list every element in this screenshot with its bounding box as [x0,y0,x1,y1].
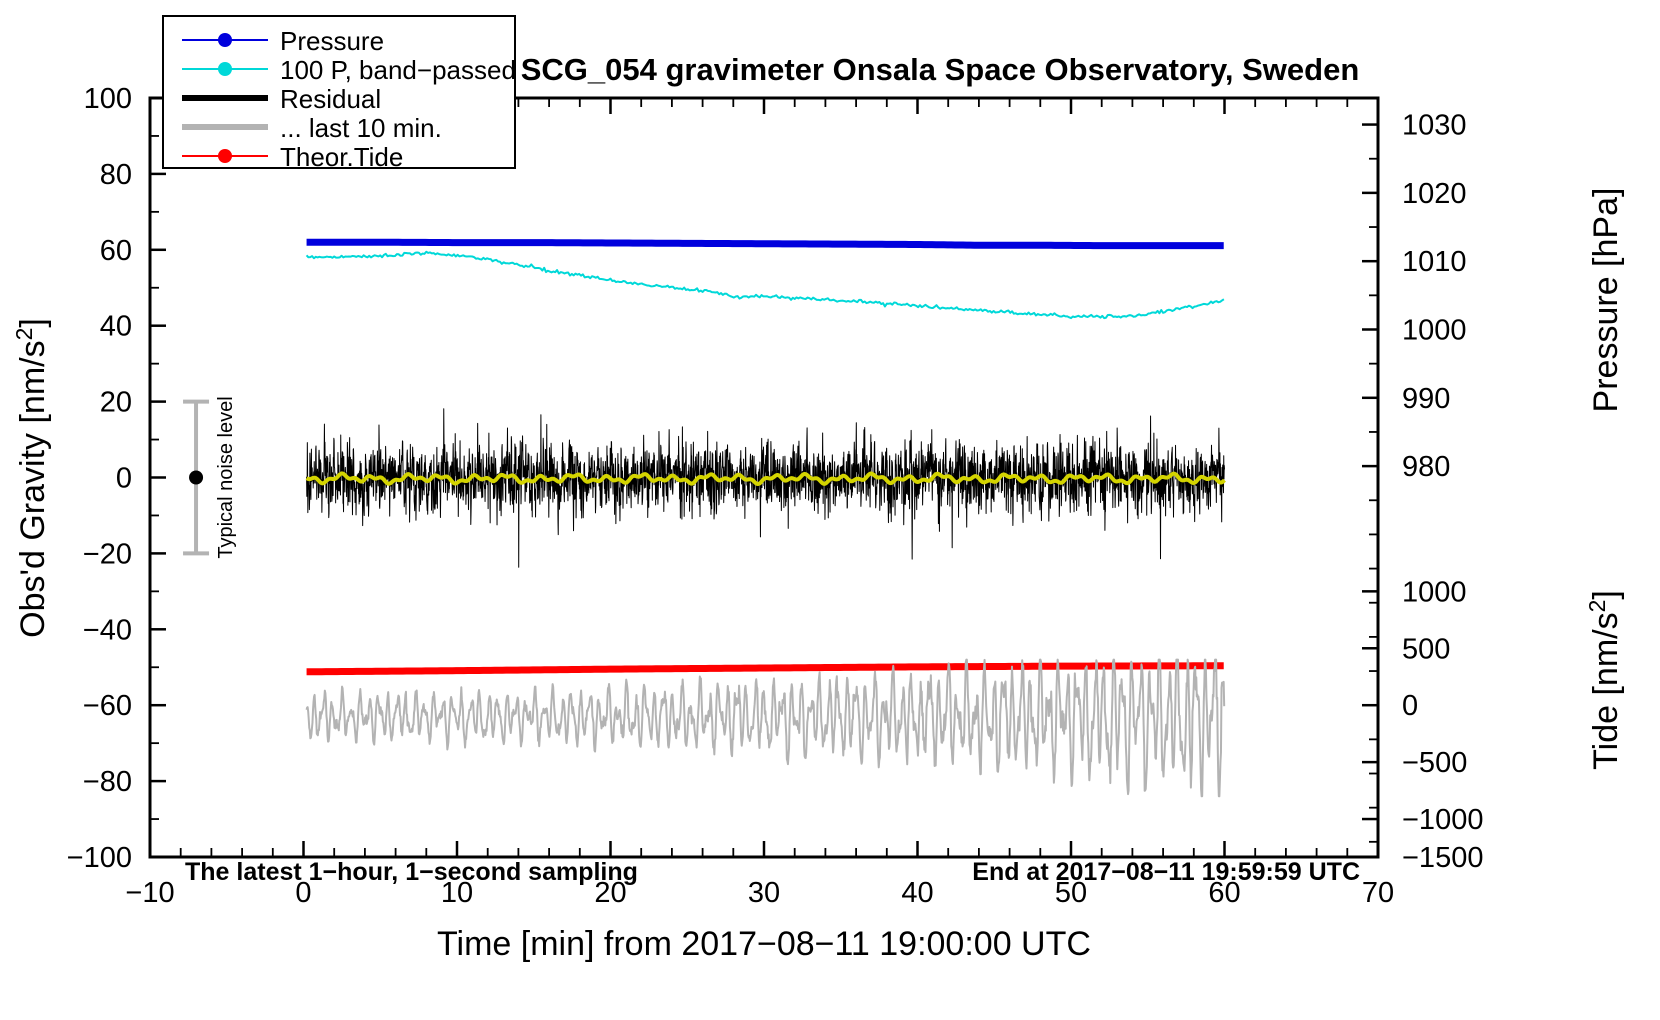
pressure-axis-ticks: 1030 1020 1010 1000 990 980 [1362,110,1467,843]
left-tick-label: 20 [100,387,132,419]
tide-axis-title-text: Tide [nm/s [1587,612,1625,769]
annotation-sampling: The latest 1−hour, 1−second sampling [185,858,638,886]
pressure-tick-label: 990 [1402,383,1450,415]
left-axis-title-text: Obs'd Gravity [nm/s [14,340,52,637]
series-pressure-bandpassed [305,250,1225,320]
tide-tick-label: 1000 [1402,576,1467,608]
series-pressure [306,238,1224,250]
legend-marker-1 [218,62,232,76]
noise-level-label: Typical noise level [215,396,237,558]
bottom-tick-label: 60 [1208,877,1240,909]
legend-label-2: Residual [280,84,381,114]
left-axis-title-exponent: 2 [11,328,37,341]
tide-tick-label: −1500 [1402,842,1483,874]
page-title: SCG_054 gravimeter Onsala Space Observat… [521,52,1360,87]
bottom-tick-label: 40 [901,877,933,909]
legend-label-4: Theor.Tide [280,142,403,172]
bottom-tick-label: −10 [125,877,174,909]
pressure-axis-title: Pressure [hPa] [1587,188,1625,413]
bottom-axis-title: Time [min] from 2017−08−11 19:00:00 UTC [437,925,1091,963]
series-theoretical-tide [306,662,1224,676]
bottom-axis-ticks: −10 0 10 20 30 40 50 60 70 [125,98,1394,909]
tide-tick-label: 500 [1402,633,1450,665]
legend-marker-0 [218,33,232,47]
series-residual [306,408,1225,568]
pressure-tick-label: 980 [1402,451,1450,483]
left-tick-label: −40 [83,614,132,646]
bottom-tick-label: 70 [1362,877,1394,909]
svg-text:Tide [nm/s2]: Tide [nm/s2] [1584,590,1625,770]
tide-axis-ticks: 1000 500 0 −500 −1000 −1500 [1362,576,1483,874]
bottom-tick-label: 30 [748,877,780,909]
left-axis-title: Obs'd Gravity [nm/s2] [11,318,52,638]
left-tick-label: −100 [67,842,132,874]
left-tick-label: 60 [100,235,132,267]
legend-marker-4 [218,149,232,163]
bottom-tick-label: 20 [594,877,626,909]
pressure-tick-label: 1020 [1402,178,1467,210]
legend-label-1: 100 P, band−passed [280,55,516,85]
left-tick-label: −20 [83,538,132,570]
left-tick-label: −60 [83,690,132,722]
left-axis-title-tail: ] [14,318,52,327]
series-residual-smoothed [305,471,1226,487]
bottom-tick-label: 10 [441,877,473,909]
tide-axis-title-exponent: 2 [1584,600,1610,613]
bottom-tick-label: 50 [1055,877,1087,909]
typical-noise-level-marker: Typical noise level [183,396,237,559]
bottom-tick-label: 0 [295,877,311,909]
noise-bar-center-dot [189,470,204,485]
series-last-10-min [305,658,1226,798]
pressure-tick-label: 1000 [1402,314,1467,346]
tide-tick-label: 0 [1402,690,1418,722]
legend-label-0: Pressure [280,26,384,56]
tide-tick-label: −1000 [1402,804,1483,836]
tide-axis-title-tail: ] [1587,590,1625,599]
left-tick-label: −80 [83,766,132,798]
tide-axis-title: Tide [nm/s2] [1584,590,1625,770]
pressure-tick-label: 1010 [1402,246,1467,278]
legend-label-3: ... last 10 min. [280,113,442,143]
svg-text:Obs'd Gravity [nm/s2]: Obs'd Gravity [nm/s2] [11,318,52,638]
left-tick-label: 100 [84,83,132,115]
pressure-tick-label: 1030 [1402,110,1467,142]
data-series-group [305,238,1226,798]
left-tick-label: 80 [100,159,132,191]
tide-tick-label: −500 [1402,747,1467,779]
left-tick-label: 40 [100,311,132,343]
left-axis-ticks: 100 80 60 40 20 0 −20 −40 −60 −80 −100 [67,83,166,874]
left-tick-label: 0 [116,463,132,495]
annotation-end-time: End at 2017−08−11 19:59:59 UTC [972,858,1360,886]
